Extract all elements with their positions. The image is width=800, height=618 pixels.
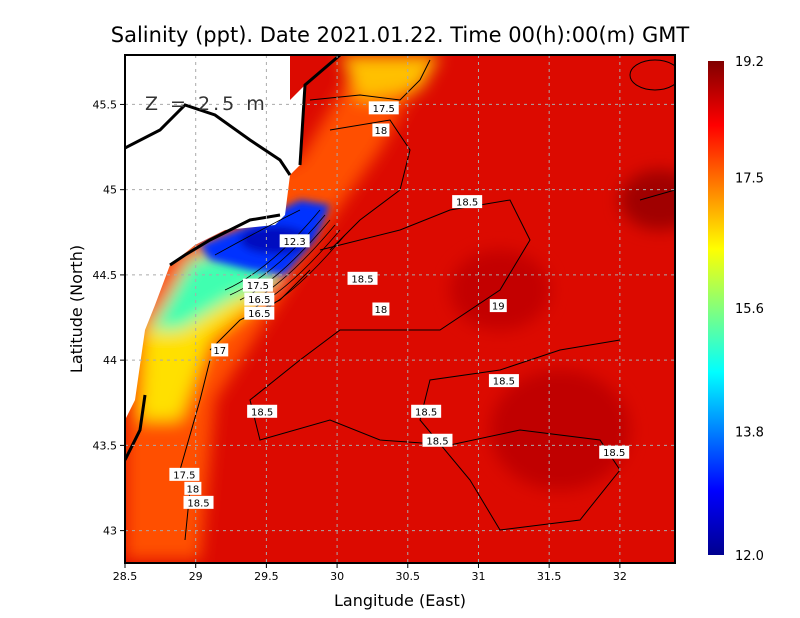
contour-label: 18.5 [415,407,437,418]
chart-title: Salinity (ppt). Date 2021.01.22. Time 00… [111,23,690,47]
colorbar-ticks: 19.2 17.5 15.6 13.8 12.0 [735,55,764,564]
x-tick-label: 32 [613,570,627,583]
contour-label: 18.5 [351,274,373,285]
colorbar-tick-label: 17.5 [735,172,764,187]
contour-label-box [247,404,278,418]
y-axis-label: Latitude (North) [67,245,86,373]
contour-label-box [368,101,399,115]
contour-label: 18.5 [251,407,273,418]
y-tick-label: 44 [103,354,117,367]
field-yellow-north [340,55,440,100]
contour-label-box [452,195,483,209]
y-tick-label: 43 [103,525,117,538]
contour-label: 18.5 [456,198,478,209]
colorbar-tick-label: 15.6 [735,302,764,317]
colorbar [708,61,724,555]
contour-label-box [422,433,453,447]
y-tick-label: 45 [103,184,117,197]
contour-label-box [279,234,310,248]
x-tick-label: 30 [330,570,344,583]
contour-label-box [242,278,273,292]
contour-label-box [184,481,202,495]
contour-label-box [372,302,390,316]
contour-label: 12.3 [284,237,306,248]
contour-label-box [244,306,275,320]
x-tick-label: 29 [189,570,203,583]
x-tick-label: 31 [471,570,485,583]
x-axis-label: Langitude (East) [334,591,466,610]
depth-label: Z = 2.5 m [145,93,268,115]
contour-label: 16.5 [248,295,270,306]
salinity-field: 17.5 18 18.5 12.3 17.5 16.5 16.5 18.5 18 19 17 18.5… [125,55,675,563]
y-tick-label: 44.5 [93,269,118,282]
field-orange [125,60,430,560]
y-tick-label: 43.5 [93,439,118,452]
field-patch [620,170,675,230]
x-tick-label: 30.5 [396,570,421,583]
contour-label: 17.5 [173,470,195,481]
contour-label: 19 [492,302,505,313]
plot-frame [124,54,676,564]
contour-label: 18.5 [493,377,515,388]
contour-label-box [347,271,378,285]
contour-label-box [183,495,214,509]
x-tick-label: 31.5 [537,570,562,583]
contour-label-box [211,343,229,357]
field-patch [490,370,630,490]
contour-label-box [489,299,507,313]
contour-label: 18.5 [187,498,209,509]
y-axis-ticks: 43 43.5 44 44.5 45 45.5 [93,98,125,538]
contour-label: 17.5 [373,104,395,115]
contour-label-box [244,292,275,306]
contour-label: 17 [213,346,226,357]
contour-label: 16.5 [248,309,270,320]
contour-label: 18.5 [603,448,625,459]
coastline [125,55,341,267]
x-tick-label: 28.5 [113,570,138,583]
coastline [125,394,147,461]
contour-label-box [411,404,442,418]
colorbar-tick-label: 12.0 [735,549,764,564]
grid-lines [125,55,675,563]
colorbar-tick-label: 13.8 [735,426,764,441]
contour-label-box [599,445,630,459]
contour-label: 18 [375,126,388,137]
contour-label: 18 [375,305,388,316]
x-axis-ticks: 28.5 29 29.5 30 30.5 31 31.5 32 [113,563,627,583]
y-tick-label: 45.5 [93,98,118,111]
contour-label-box [169,467,200,481]
contour-label: 18 [186,484,199,495]
contour-label-box [488,374,519,388]
x-tick-label: 29.5 [254,570,279,583]
colorbar-tick-label: 19.2 [735,55,764,70]
contour-label: 17.5 [247,281,269,292]
contour-label: 18.5 [426,436,448,447]
contour-labels: 17.5 18 18.5 12.3 17.5 16.5 16.5 18.5 18 19 17 18.5… [169,101,630,509]
contour-label-box [372,123,390,137]
